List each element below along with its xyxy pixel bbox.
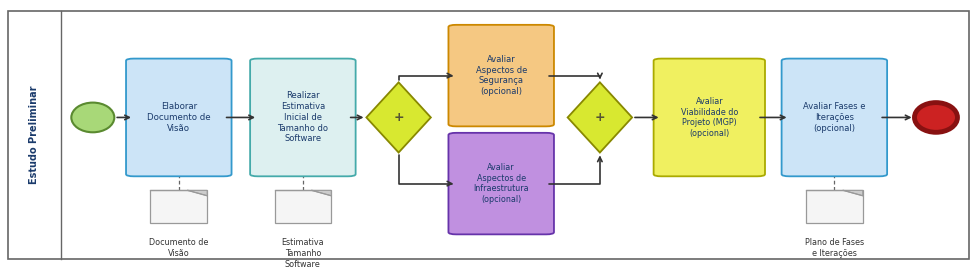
- Text: +: +: [595, 111, 605, 124]
- Ellipse shape: [71, 103, 114, 132]
- Text: +: +: [394, 111, 404, 124]
- Text: Documento de
Visão: Documento de Visão: [149, 238, 208, 258]
- Text: Estimativa
Tamanho
Software: Estimativa Tamanho Software: [281, 238, 324, 269]
- FancyBboxPatch shape: [654, 59, 765, 176]
- FancyBboxPatch shape: [448, 25, 554, 126]
- Ellipse shape: [914, 103, 957, 132]
- Text: Elaborar
Documento de
Visão: Elaborar Documento de Visão: [147, 102, 211, 133]
- FancyBboxPatch shape: [8, 11, 969, 259]
- FancyBboxPatch shape: [806, 190, 863, 223]
- FancyBboxPatch shape: [275, 190, 331, 223]
- Text: Avaliar
Aspectos de
Infraestrutura
(opcional): Avaliar Aspectos de Infraestrutura (opci…: [474, 163, 529, 204]
- Text: Estudo Preliminar: Estudo Preliminar: [29, 86, 39, 184]
- FancyBboxPatch shape: [126, 59, 232, 176]
- FancyBboxPatch shape: [250, 59, 356, 176]
- Polygon shape: [366, 82, 431, 153]
- Polygon shape: [843, 190, 863, 196]
- Text: Realizar
Estimativa
Inicial de
Tamanho do
Software: Realizar Estimativa Inicial de Tamanho d…: [277, 92, 328, 143]
- Text: Plano de Fases
e Iterações: Plano de Fases e Iterações: [805, 238, 864, 258]
- FancyBboxPatch shape: [150, 190, 207, 223]
- FancyBboxPatch shape: [782, 59, 887, 176]
- FancyBboxPatch shape: [448, 133, 554, 234]
- Polygon shape: [568, 82, 632, 153]
- Polygon shape: [312, 190, 331, 196]
- Text: Avaliar Fases e
Iterações
(opcional): Avaliar Fases e Iterações (opcional): [803, 102, 866, 133]
- Polygon shape: [188, 190, 207, 196]
- Text: Avaliar
Aspectos de
Segurança
(opcional): Avaliar Aspectos de Segurança (opcional): [476, 55, 527, 96]
- Text: Avaliar
Viabilidade do
Projeto (MGP)
(opcional): Avaliar Viabilidade do Projeto (MGP) (op…: [681, 97, 738, 138]
